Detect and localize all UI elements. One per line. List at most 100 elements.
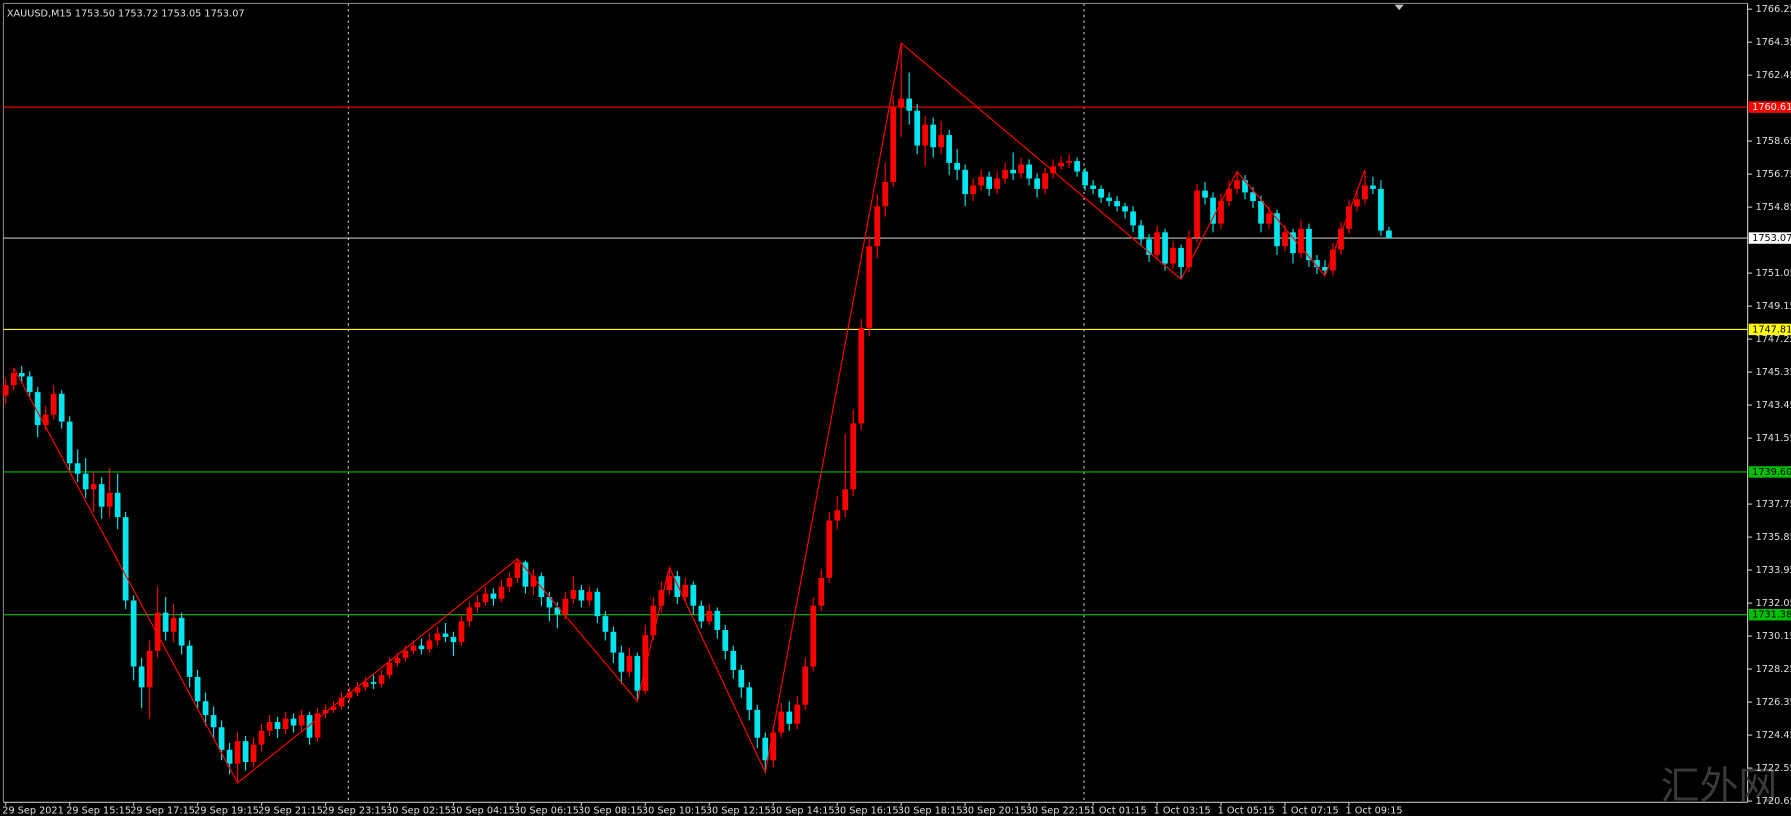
candle-body (218, 727, 225, 750)
candle-body (954, 162, 961, 170)
candle-body (898, 98, 905, 108)
candle-body (242, 741, 249, 762)
y-tick-label: 1720.65 (1756, 796, 1791, 807)
candle-body (50, 393, 57, 415)
candle-body (162, 612, 169, 632)
candle-body (938, 135, 945, 148)
candle-body (746, 687, 753, 710)
candle-body (1346, 206, 1352, 229)
candle-body (34, 392, 41, 426)
candle-body (1298, 228, 1304, 254)
candle-body (210, 715, 217, 728)
candle-body (290, 718, 297, 726)
candle-body (114, 492, 121, 518)
candle-body (586, 591, 593, 601)
x-tick-label: 30 Sep 16:15 (834, 805, 899, 816)
candle-body (1010, 169, 1017, 174)
candle-body (466, 607, 473, 622)
candle-body (1330, 249, 1336, 271)
x-tick-label: 30 Sep 08:15 (578, 805, 643, 816)
candle-body (914, 110, 921, 146)
candle-body (714, 610, 721, 631)
candle-body (66, 421, 73, 464)
candle-body (738, 669, 745, 688)
y-tick-label: 1764.35 (1756, 37, 1791, 48)
watermark: 汇外网 (1661, 764, 1777, 809)
candle-body (74, 463, 81, 474)
candle-body (1178, 247, 1184, 268)
candle-body (298, 715, 305, 726)
candle-body (1042, 173, 1048, 189)
y-tick-label: 1733.95 (1756, 565, 1791, 576)
candle-body (698, 605, 705, 622)
y-tick-label: 1728.25 (1756, 664, 1791, 675)
candle-body (98, 484, 105, 507)
candle-body (1258, 201, 1264, 224)
x-tick-label: 29 Sep 23:15 (322, 805, 387, 816)
candle-body (1154, 232, 1160, 255)
candle-body (866, 246, 873, 328)
y-tick-label: 1735.85 (1756, 532, 1791, 543)
candle-body (1242, 180, 1248, 193)
candle-body (1050, 166, 1056, 174)
candle-body (410, 645, 417, 651)
candle-body (650, 605, 657, 636)
candle-body (130, 600, 137, 667)
candle-body (58, 393, 65, 422)
y-tick-label: 1737.75 (1756, 499, 1791, 510)
candle-body (402, 650, 409, 658)
candle-body (890, 107, 897, 182)
candle-body (386, 663, 393, 676)
candle-body (842, 489, 849, 511)
candle-body (810, 605, 817, 667)
candle-body (882, 181, 889, 207)
y-tick-label: 1762.45 (1756, 70, 1791, 81)
y-tick-label: 1758.65 (1756, 136, 1791, 147)
candle-body (26, 376, 33, 393)
level-label-box (1748, 323, 1791, 336)
candle-body (322, 709, 329, 714)
candle-body (626, 656, 633, 672)
candle-body (474, 602, 481, 608)
candle-body (1002, 169, 1009, 179)
level-label-box (1748, 101, 1791, 113)
level-label: 1739.60 (1752, 467, 1791, 478)
candle-body (266, 722, 273, 731)
candle-body (362, 682, 369, 688)
candle-body (658, 590, 665, 606)
candle-body (1034, 178, 1040, 189)
candle-body (602, 616, 609, 632)
candle-body (522, 562, 529, 587)
candle-body (618, 652, 625, 672)
chart-shift-marker (1394, 4, 1404, 11)
candle-body (706, 610, 713, 622)
candle-body (1074, 161, 1080, 172)
candle-body (562, 598, 569, 615)
candle-body (370, 682, 377, 684)
level-label-box (1748, 609, 1791, 621)
candle-body (1026, 164, 1032, 179)
candle-body (1370, 185, 1376, 189)
candle-body (514, 562, 521, 578)
y-tick-label: 1751.05 (1756, 268, 1791, 279)
x-tick-label: 1 Oct 07:15 (1282, 805, 1339, 816)
candle-body (994, 178, 1001, 189)
y-tick-label: 1749.15 (1756, 301, 1791, 312)
candle-body (1378, 188, 1384, 231)
candle-body (1234, 180, 1240, 189)
candle-body (90, 484, 97, 490)
candle-body (338, 697, 345, 707)
candle-body (570, 590, 577, 599)
candle-body (234, 741, 241, 764)
candle-body (1138, 225, 1144, 240)
candle-body (194, 676, 201, 702)
candle-body (786, 711, 793, 724)
x-tick-label: 1 Oct 09:15 (1346, 805, 1403, 816)
candle-body (610, 631, 617, 653)
x-tick-label: 29 Sep 19:15 (194, 805, 259, 816)
candle-body (1058, 162, 1064, 167)
level-label: 1747.81 (1752, 324, 1791, 335)
y-tick-label: 1732.05 (1756, 598, 1791, 609)
candle-body (754, 709, 761, 738)
level-label: 1731.38 (1752, 610, 1791, 621)
